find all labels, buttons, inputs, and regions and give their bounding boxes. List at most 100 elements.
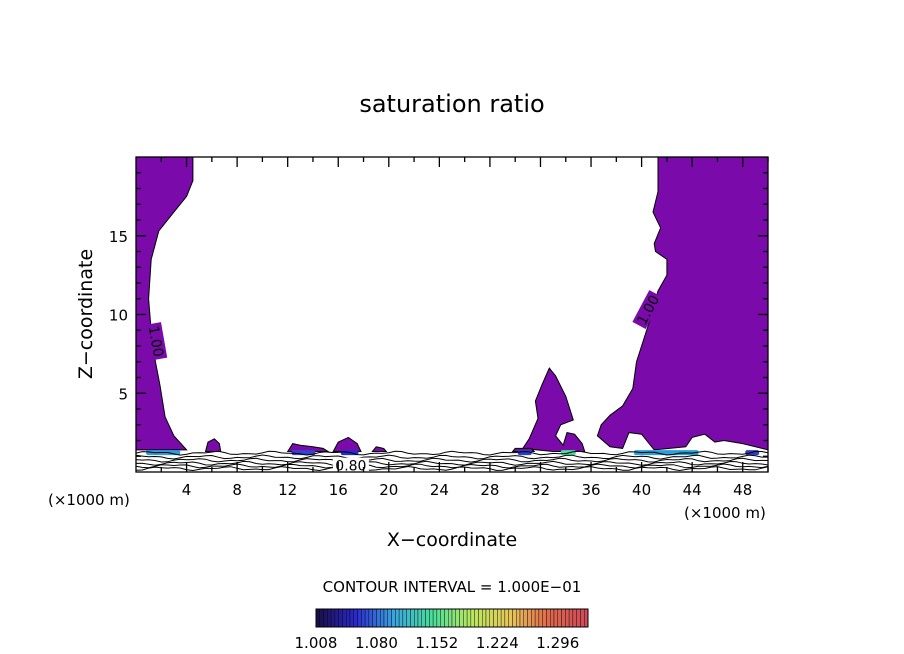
colorbar-swatch bbox=[368, 608, 373, 628]
colorbar-swatch bbox=[338, 608, 343, 628]
colorbar-swatch bbox=[319, 608, 324, 628]
x-tick-label: 24 bbox=[430, 481, 449, 499]
colorbar-swatch bbox=[478, 608, 483, 628]
colorbar-swatch bbox=[323, 608, 328, 628]
region-blob2 bbox=[286, 443, 330, 452]
colorbar-swatch bbox=[493, 608, 498, 628]
region-left bbox=[135, 156, 194, 451]
x-tick-label: 44 bbox=[683, 481, 702, 499]
x-tick-label: 12 bbox=[278, 481, 297, 499]
x-tick-label: 20 bbox=[379, 481, 398, 499]
filled-regions bbox=[135, 156, 769, 452]
colorbar-swatch bbox=[380, 608, 385, 628]
colorbar-swatch bbox=[561, 608, 566, 628]
colorbar-frame bbox=[315, 608, 589, 628]
colorbar-label: 1.152 bbox=[415, 634, 458, 652]
x-tick-label: 16 bbox=[329, 481, 348, 499]
region-right bbox=[596, 156, 769, 451]
colorbar-swatch bbox=[327, 608, 332, 628]
colorbar-swatch bbox=[383, 608, 388, 628]
colorbar-swatch bbox=[432, 608, 438, 628]
x-tick-label: 4 bbox=[182, 481, 192, 499]
chart-title: saturation ratio bbox=[359, 90, 544, 118]
colorbar-swatch bbox=[357, 608, 362, 628]
contour-label-bg-1 bbox=[632, 290, 663, 329]
x-tick-label: 8 bbox=[232, 481, 242, 499]
colorbar-swatch bbox=[584, 608, 589, 628]
colorbar-swatch bbox=[466, 608, 472, 628]
colorbar-swatch bbox=[500, 608, 506, 628]
ground-contour-4 bbox=[135, 463, 769, 469]
colorbar-label: 1.008 bbox=[295, 634, 338, 652]
colorbar-swatch bbox=[448, 608, 453, 628]
colorbar-swatch bbox=[474, 608, 479, 628]
hotspot-5 bbox=[634, 450, 699, 456]
colorbar-swatch bbox=[444, 608, 449, 628]
colorbar-swatch bbox=[508, 608, 513, 628]
colorbar-swatch bbox=[523, 608, 528, 628]
x-ticks: 4 8 12 16 20 24 28 32 36 40 44 48 bbox=[160, 157, 769, 499]
colorbar-swatch bbox=[485, 608, 490, 628]
colorbar-swatch bbox=[440, 608, 445, 628]
colorbar-swatch bbox=[395, 608, 400, 628]
colorbar-swatch bbox=[342, 608, 347, 628]
region-blob4 bbox=[371, 446, 388, 452]
y-ticks: 5 10 15 bbox=[109, 172, 768, 457]
x-tick-label: 32 bbox=[531, 481, 550, 499]
colorbar-swatch bbox=[512, 608, 517, 628]
y-tick-label: 10 bbox=[109, 307, 128, 325]
colorbar-swatch bbox=[553, 608, 558, 628]
colorbar-swatch bbox=[470, 608, 475, 628]
plot-area: 1.001.000.80 4 8 12 16 20 24 28 32 36 40 44 48 5101… bbox=[109, 156, 769, 499]
colorbar-swatch bbox=[353, 608, 358, 628]
colorbar-swatch bbox=[576, 608, 581, 628]
ground-contour-2 bbox=[135, 457, 769, 463]
colorbar-swatch bbox=[421, 608, 426, 628]
colorbar bbox=[315, 608, 589, 628]
x-axis-label: X−coordinate bbox=[387, 529, 517, 551]
colorbar-label: 1.224 bbox=[476, 634, 519, 652]
y-axis-label: Z−coordinate bbox=[75, 249, 97, 379]
colorbar-swatch bbox=[429, 608, 434, 628]
colorbar-swatch bbox=[372, 608, 377, 628]
colorbar-swatch bbox=[482, 608, 487, 628]
colorbar-swatch bbox=[504, 608, 509, 628]
colorbar-swatch bbox=[580, 608, 585, 628]
colorbar-swatch bbox=[538, 608, 543, 628]
x-tick-label: 40 bbox=[632, 481, 651, 499]
colorbar-swatch bbox=[516, 608, 521, 628]
colorbar-swatch bbox=[497, 608, 502, 628]
colorbar-swatch bbox=[527, 608, 532, 628]
colorbar-swatch bbox=[361, 608, 366, 628]
colorbar-swatch bbox=[534, 608, 540, 628]
colorbar-swatch bbox=[349, 608, 354, 628]
region-middle bbox=[521, 367, 586, 452]
colorbar-swatch bbox=[346, 608, 351, 628]
y-tick-label: 15 bbox=[109, 228, 128, 246]
colorbar-swatch bbox=[330, 608, 336, 628]
colorbar-swatch bbox=[414, 608, 419, 628]
colorbar-swatch bbox=[531, 608, 536, 628]
contour-interval-note: CONTOUR INTERVAL = 1.000E−01 bbox=[323, 578, 582, 596]
ground-contour-5 bbox=[135, 465, 769, 472]
colorbar-labels: 1.008 1.080 1.152 1.224 1.296 bbox=[295, 634, 580, 652]
colorbar-swatch bbox=[417, 608, 422, 628]
colorbar-swatch bbox=[568, 608, 574, 628]
ground-contour-0 bbox=[135, 450, 769, 456]
contour-label-bg-0 bbox=[146, 322, 168, 361]
colorbar-swatch bbox=[315, 608, 320, 628]
colorbar-swatch bbox=[364, 608, 370, 628]
x-tick-label: 48 bbox=[733, 481, 752, 499]
x-tick-label: 28 bbox=[480, 481, 499, 499]
colorbar-swatch bbox=[402, 608, 407, 628]
colorbar-swatch bbox=[410, 608, 415, 628]
ground-contour-1 bbox=[135, 454, 768, 460]
colorbar-swatch bbox=[406, 608, 411, 628]
colorbar-swatch bbox=[572, 608, 577, 628]
colorbar-swatch bbox=[436, 608, 441, 628]
colorbar-label: 1.080 bbox=[355, 634, 398, 652]
x-unit-right: (×1000 m) bbox=[684, 504, 766, 522]
contour-label-2: 0.80 bbox=[335, 459, 366, 475]
ground-contours bbox=[135, 450, 769, 472]
colorbar-swatch bbox=[557, 608, 562, 628]
